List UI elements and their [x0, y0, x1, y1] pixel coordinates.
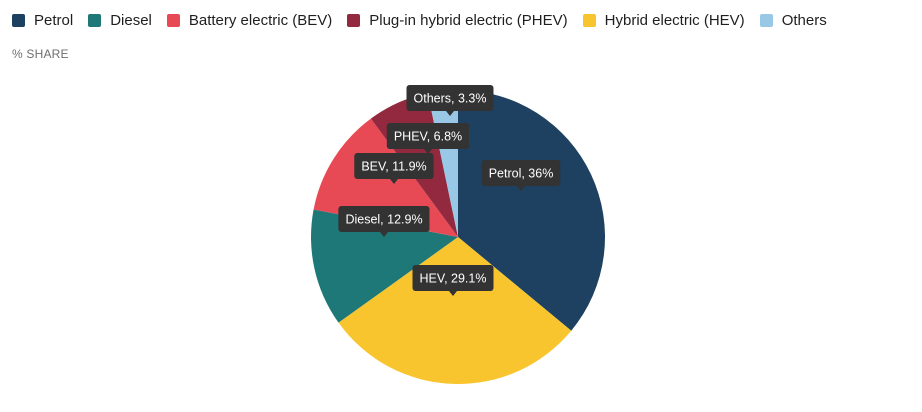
legend-label-hev: Hybrid electric (HEV)	[604, 12, 745, 29]
chart-subtitle: % SHARE	[12, 47, 69, 61]
pie-slice-diesel[interactable]	[310, 209, 458, 323]
legend-swatch-hev	[582, 14, 596, 27]
data-label-box-others	[406, 85, 494, 111]
data-label-text-others: Others, 3.3%	[414, 92, 487, 106]
data-label-pointer-petrol	[517, 186, 525, 191]
data-label-text-diesel: Diesel, 12.9%	[345, 213, 422, 227]
data-label-box-petrol	[481, 160, 561, 186]
pie-slice-petrol[interactable]	[458, 90, 606, 331]
legend-item-bev[interactable]: Battery electric (BEV)	[166, 12, 333, 29]
legend-item-others[interactable]: Others	[759, 12, 827, 29]
legend-item-phev[interactable]: Plug-in hybrid electric (PHEV)	[347, 12, 568, 29]
legend-swatch-petrol	[12, 14, 25, 27]
data-label-text-hev: HEV, 29.1%	[420, 272, 487, 286]
data-label-text-phev: PHEV, 6.8%	[394, 130, 462, 144]
pie-labels: Petrol, 36% HEV, 29.1% Diesel, 12.9% BEV, 1…	[338, 85, 561, 296]
legend-item-hev[interactable]: Hybrid electric (HEV)	[582, 12, 745, 29]
data-label-text-bev: BEV, 11.9%	[361, 160, 426, 174]
legend-label-phev: Plug-in hybrid electric (PHEV)	[369, 12, 568, 29]
data-label-phev: PHEV, 6.8%	[386, 123, 470, 154]
data-label-petrol: Petrol, 36%	[481, 160, 561, 191]
data-label-text-petrol: Petrol, 36%	[489, 167, 554, 181]
data-label-pointer-bev	[390, 179, 398, 184]
chart-legend: Petrol Diesel Battery electric (BEV) Plu…	[12, 12, 842, 29]
legend-label-diesel: Diesel	[110, 12, 152, 29]
data-label-bev: BEV, 11.9%	[354, 153, 434, 184]
data-label-box-phev	[386, 123, 470, 149]
data-label-diesel: Diesel, 12.9%	[338, 206, 430, 237]
data-label-box-hev	[412, 265, 494, 291]
legend-swatch-diesel	[88, 14, 102, 27]
data-label-hev: HEV, 29.1%	[412, 265, 494, 296]
data-label-others: Others, 3.3%	[406, 85, 494, 116]
legend-item-petrol[interactable]: Petrol	[12, 12, 73, 29]
legend-item-diesel[interactable]: Diesel	[88, 12, 152, 29]
legend-swatch-phev	[347, 14, 361, 27]
data-label-pointer-phev	[424, 149, 432, 154]
legend-swatch-bev	[166, 14, 180, 27]
data-label-box-bev	[354, 153, 434, 179]
data-label-pointer-diesel	[380, 232, 388, 237]
legend-label-bev: Battery electric (BEV)	[188, 12, 333, 29]
pie-slice-hev[interactable]	[338, 237, 572, 385]
data-label-pointer-hev	[449, 291, 457, 296]
legend-label-petrol: Petrol	[34, 12, 74, 29]
legend-swatch-others	[759, 14, 773, 27]
legend-label-others: Others	[781, 12, 827, 29]
data-label-pointer-others	[446, 111, 454, 116]
data-label-box-diesel	[338, 206, 430, 232]
